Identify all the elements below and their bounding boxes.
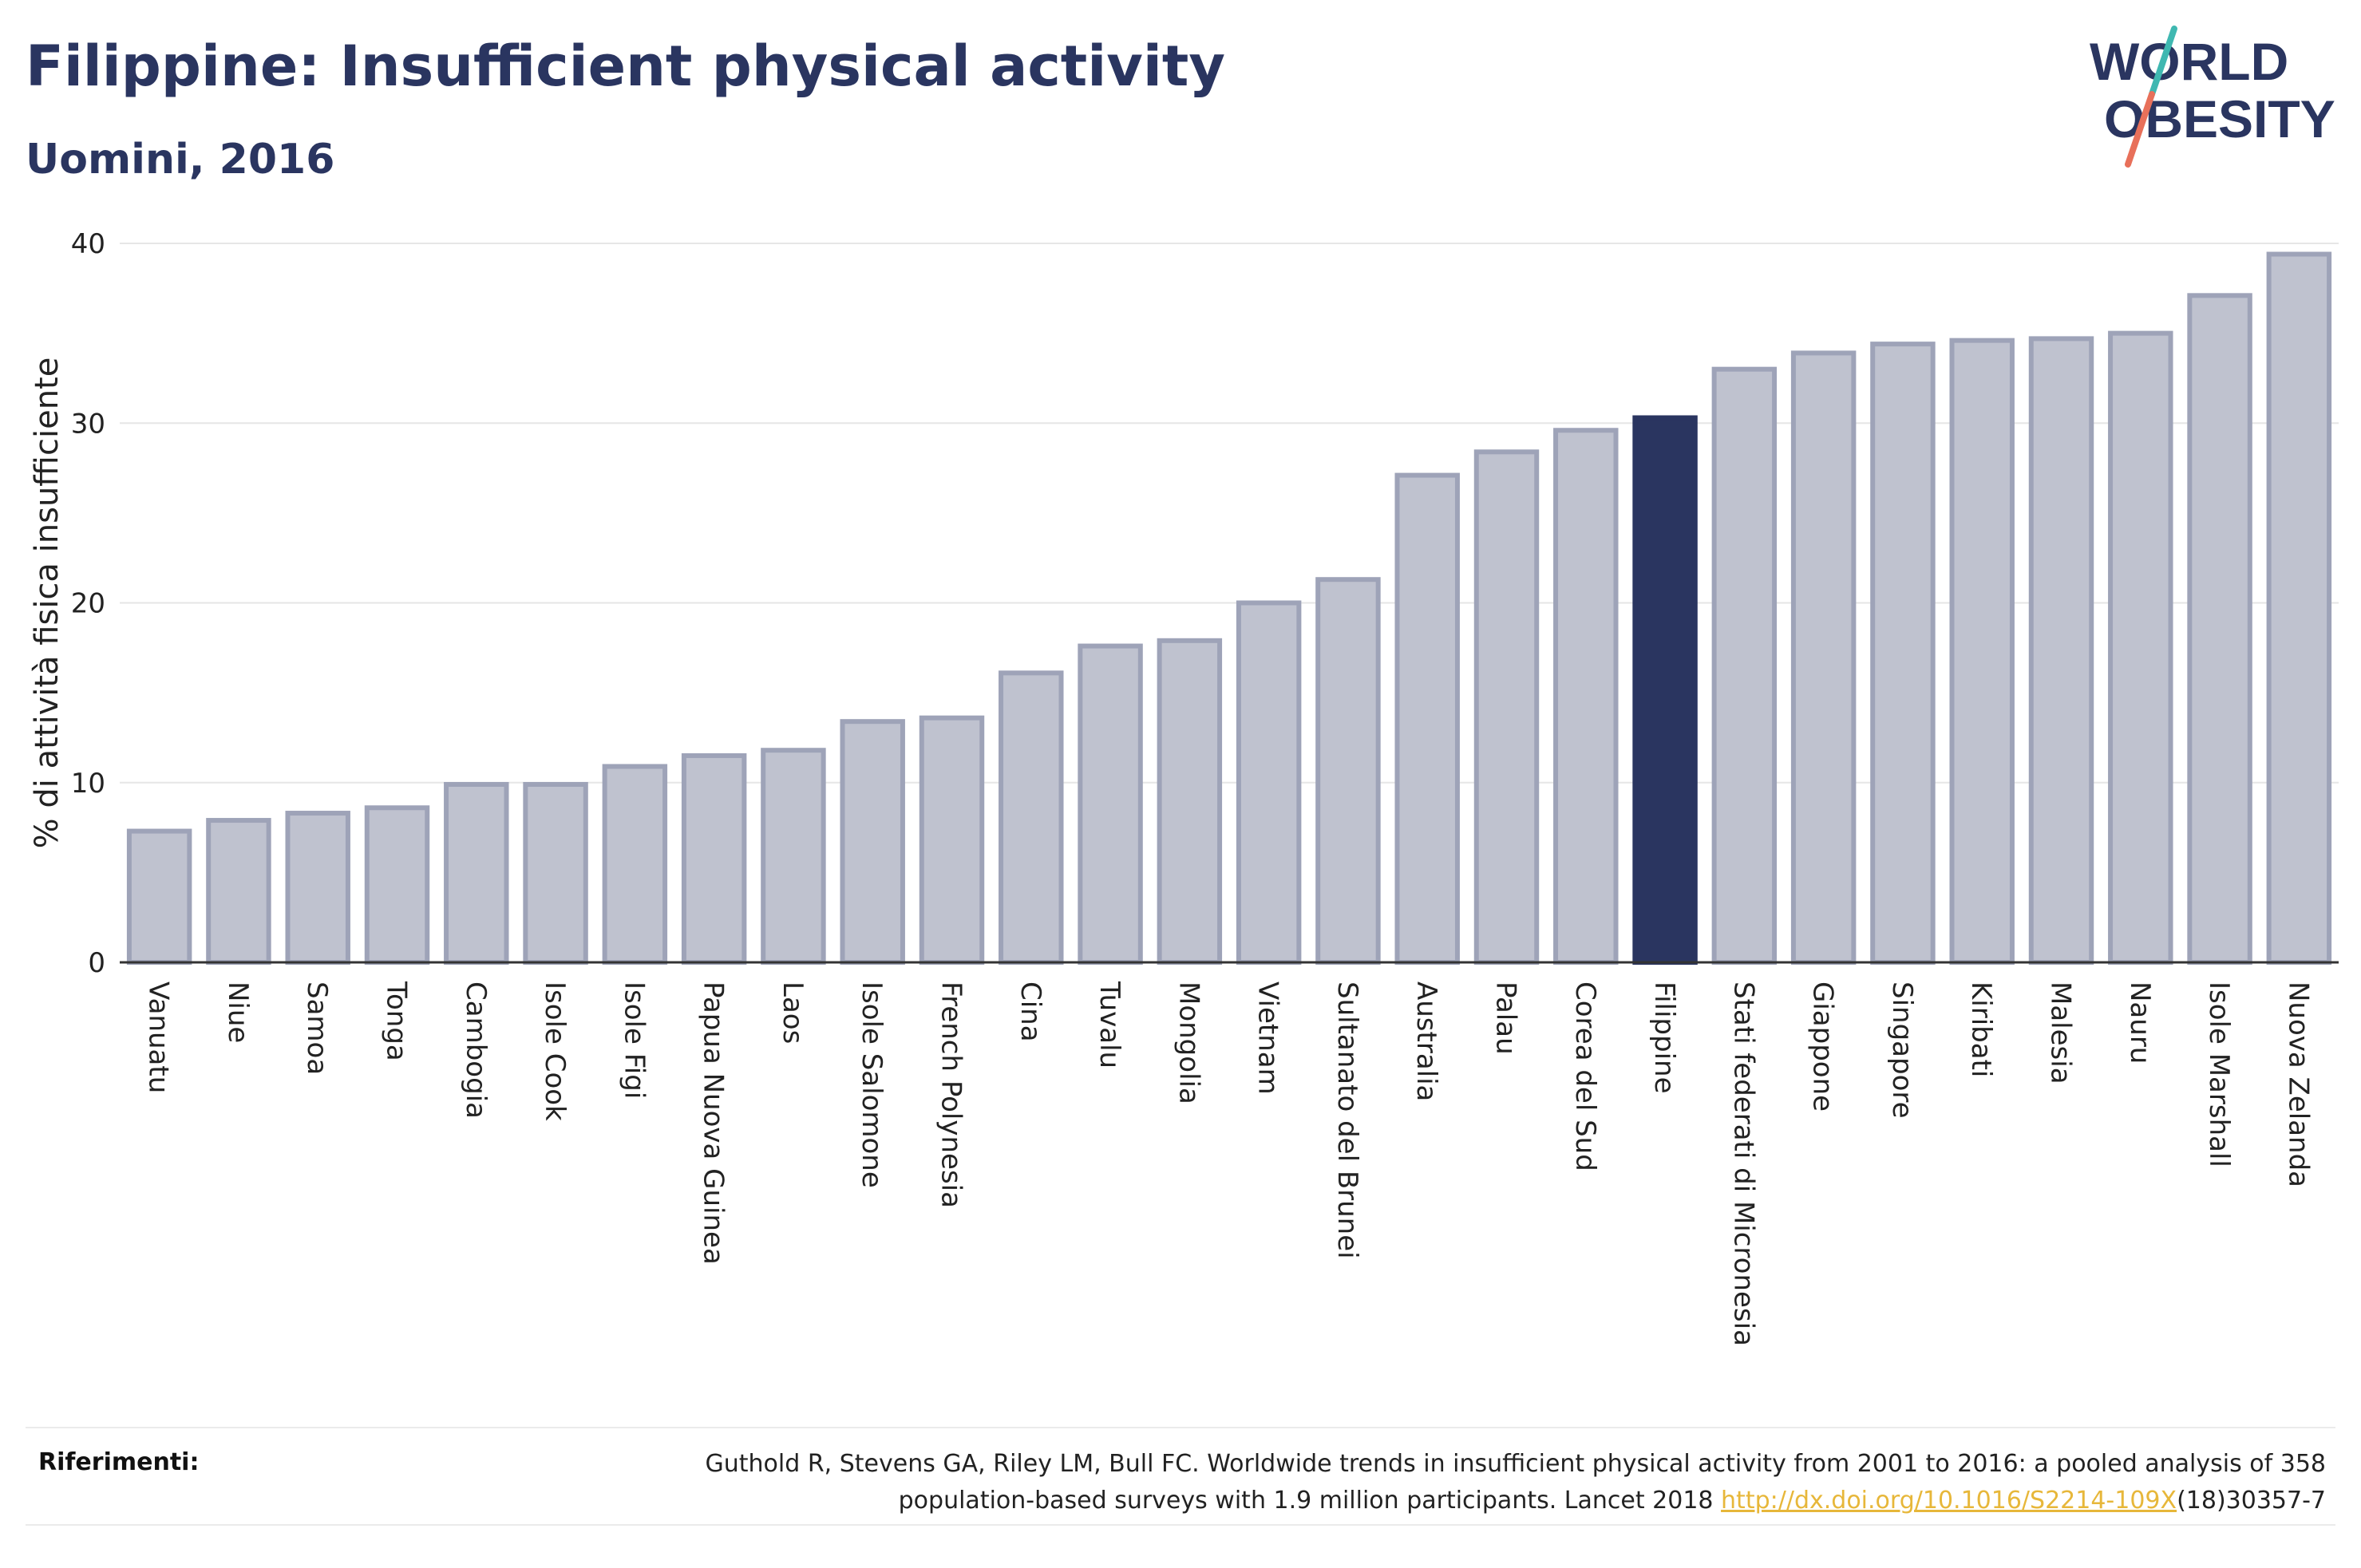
references-label: Riferimenti: [38, 1448, 200, 1476]
bar-nuova-zelanda [2266, 251, 2332, 965]
x-tick-label: Niue [222, 981, 254, 1043]
footer-divider-bottom [26, 1524, 2335, 1526]
x-tick-label: Palau [1490, 981, 1522, 1055]
bar-sultanato-del-brunei [1315, 577, 1381, 966]
chart-subtitle: Uomini, 2016 [26, 136, 335, 184]
logo-text-world: WORLD [2090, 32, 2288, 91]
x-tick-label: Stati federati di Micronesia [1727, 981, 1759, 1346]
reference-doi-link[interactable]: http://dx.doi.org/10.1016/S2214-109X [1721, 1487, 2177, 1515]
y-tick-label: 30 [71, 408, 105, 440]
x-tick-label: Malesia [2045, 981, 2077, 1084]
bar-nauru [2108, 330, 2173, 965]
bar-filippine [1632, 415, 1698, 965]
bar-mongolia [1157, 638, 1223, 965]
x-tick-label: Isole Cook [539, 981, 571, 1121]
bar-kiribati [1949, 338, 2015, 965]
y-tick-label: 10 [71, 768, 105, 800]
bar-laos [761, 748, 826, 966]
x-tick-label: Tuvalu [1093, 981, 1125, 1068]
x-tick-label: Filippine [1648, 981, 1680, 1094]
bar-singapore [1870, 342, 1936, 965]
x-tick-label: Cina [1014, 981, 1046, 1042]
x-tick-label: Cambogia [460, 981, 492, 1119]
bar-stati-federati-di-micronesia [1711, 366, 1778, 965]
bar-vietnam [1236, 600, 1302, 965]
footer-divider-top [26, 1427, 2335, 1428]
x-tick-label: Isole Figi [618, 981, 650, 1099]
x-tick-label: Samoa [301, 981, 333, 1075]
chart-title: Filippine: Insufficient physical activit… [26, 34, 1225, 99]
world-obesity-logo: WORLD OBESITY [2090, 26, 2335, 168]
x-tick-label: French Polynesia [935, 981, 967, 1208]
y-tick-label: 20 [71, 588, 105, 620]
x-tick-label: Nuova Zelanda [2282, 981, 2314, 1187]
bar-samoa [285, 811, 350, 965]
bar-isole-cook [523, 782, 588, 965]
x-tick-label: Nauru [2124, 981, 2156, 1064]
x-tick-label: Laos [777, 981, 809, 1044]
x-tick-label: Kiribati [1965, 981, 1997, 1077]
bar-palau [1473, 449, 1540, 965]
bar-tuvalu [1078, 643, 1143, 965]
bar-isole-salomone [840, 719, 905, 965]
bar-isole-figi [602, 764, 668, 965]
x-tick-label: Isole Marshall [2203, 981, 2235, 1167]
x-tick-label: Sultanato del Brunei [1331, 981, 1363, 1259]
x-tick-label: Singapore [1886, 981, 1918, 1119]
logo-slash-teal [2149, 26, 2177, 97]
bar-australia [1394, 472, 1460, 965]
bar-chart: 0 10 20 30 40 Vanuatu Niue Samoa Tonga Cambogia Is… [29, 228, 2339, 1346]
bar-papua-nuova-guinea [681, 752, 747, 966]
y-tick-label: 40 [71, 228, 105, 260]
bar-french-polynesia [919, 715, 985, 965]
bar-corea-del-sud [1553, 428, 1619, 965]
bar-isole-marshall [2187, 293, 2252, 965]
bars [126, 251, 2332, 966]
bar-malesia [2028, 336, 2094, 965]
x-tick-label: Tonga [381, 981, 413, 1061]
x-tick-label: Australia [1410, 981, 1442, 1101]
x-tick-label: Vietnam [1252, 981, 1284, 1095]
bar-cina [999, 670, 1064, 965]
reference-line-2-end: (18)30357-7 [2177, 1487, 2326, 1515]
bar-giappone [1790, 350, 1857, 965]
logo-slash-coral [2125, 91, 2155, 168]
x-tick-label: Mongolia [1173, 981, 1204, 1104]
bar-cambogia [444, 782, 509, 965]
labels: 0 10 20 30 40 Vanuatu Niue Samoa Tonga Cambogia Is… [29, 228, 2314, 1346]
bar-niue [206, 818, 271, 965]
y-tick-label: 0 [88, 947, 105, 979]
reference-line-2: population-based surveys with 1.9 millio… [898, 1487, 1722, 1515]
bar-tonga [364, 805, 430, 965]
reference-line-1: Guthold R, Stevens GA, Riley LM, Bull FC… [705, 1450, 2326, 1478]
y-axis-label: % di attività fisica insufficiente [29, 357, 65, 849]
bar-vanuatu [126, 828, 192, 965]
x-tick-label: Isole Salomone [856, 981, 888, 1188]
references-text: Guthold R, Stevens GA, Riley LM, Bull FC… [490, 1446, 2326, 1519]
x-tick-label: Corea del Sud [1569, 981, 1601, 1171]
x-tick-label: Papua Nuova Guinea [698, 981, 730, 1265]
x-tick-label: Giappone [1807, 981, 1839, 1112]
x-tick-label: Vanuatu [143, 981, 175, 1093]
